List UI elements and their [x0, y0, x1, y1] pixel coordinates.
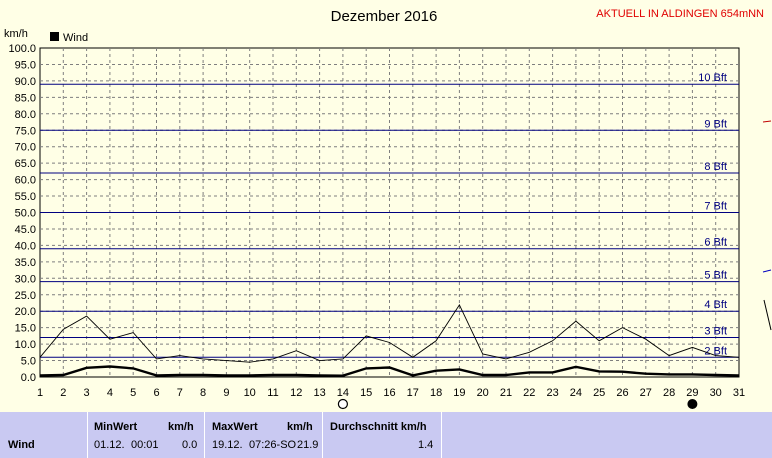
- x-tick-labels: 1 2 3 4 5 6 7 8 9 10 11 12 13 14 15 16 17 18 19 20 21 22 23 24 2…: [37, 387, 745, 399]
- station-label: AKTUELL IN ALDINGEN 654mNN: [596, 8, 764, 20]
- min-value: 0.0: [182, 439, 198, 451]
- x-tick-label: 16: [383, 387, 395, 399]
- y-tick-label: 80.0: [15, 109, 36, 121]
- x-tick-label: 31: [733, 387, 745, 399]
- y-tick-label: 75.0: [15, 125, 36, 137]
- x-tick-label: 2: [60, 387, 66, 399]
- y-tick-label: 25.0: [15, 290, 36, 302]
- x-tick-label: 12: [290, 387, 302, 399]
- x-tick-label: 15: [360, 387, 372, 399]
- x-tick-label: 13: [313, 387, 325, 399]
- side-strip: [762, 120, 772, 331]
- legend-label: Wind: [63, 32, 88, 44]
- beaufort-label: 3 Bft: [704, 326, 727, 338]
- y-tick-label: 50.0: [15, 208, 36, 220]
- y-tick-label: 40.0: [15, 240, 36, 252]
- y-tick-label: 60.0: [15, 175, 36, 187]
- beaufort-label: 8 Bft: [704, 161, 727, 173]
- stats-panel: Wind MinWert km/h 01.12. 00:01 0.0 MaxWe…: [0, 412, 772, 458]
- x-tick-label: 9: [223, 387, 229, 399]
- x-tick-label: 24: [570, 387, 582, 399]
- max-value: 21.9: [297, 439, 319, 451]
- y-tick-label: 35.0: [15, 257, 36, 269]
- x-tick-label: 17: [407, 387, 419, 399]
- x-tick-label: 25: [593, 387, 605, 399]
- y-tick-label: 10.0: [15, 339, 36, 351]
- beaufort-label: 5 Bft: [704, 270, 727, 282]
- x-tick-label: 21: [500, 387, 512, 399]
- max-unit: km/h: [287, 421, 313, 433]
- y-tick-label: 55.0: [15, 191, 36, 203]
- x-tick-label: 27: [640, 387, 652, 399]
- y-tick-label: 90.0: [15, 76, 36, 88]
- y-tick-label: 30.0: [15, 273, 36, 285]
- stats-max-cell: MaxWert km/h 19.12. 07:26-SO 21.9: [205, 412, 323, 458]
- x-tick-label: 26: [616, 387, 628, 399]
- x-tick-label: 8: [200, 387, 206, 399]
- beaufort-label: 6 Bft: [704, 237, 727, 249]
- min-date: 01.12.: [94, 439, 125, 451]
- x-tick-label: 18: [430, 387, 442, 399]
- x-tick-label: 3: [84, 387, 90, 399]
- chart-title: Dezember 2016: [331, 8, 438, 25]
- x-tick-label: 5: [130, 387, 136, 399]
- x-tick-label: 23: [546, 387, 558, 399]
- full-moon-icon: [337, 398, 348, 410]
- beaufort-label: 2 Bft: [704, 345, 727, 357]
- x-tick-label: 29: [686, 387, 698, 399]
- y-tick-label: 100.0: [8, 43, 36, 55]
- y-tick-label: 95.0: [15, 59, 36, 71]
- y-tick-label: 0.0: [21, 372, 36, 384]
- min-header: MinWert: [94, 421, 138, 433]
- stats-min-cell: MinWert km/h 01.12. 00:01 0.0: [88, 412, 205, 458]
- x-tick-label: 30: [710, 387, 722, 399]
- x-tick-label: 14: [337, 387, 349, 399]
- min-time: 00:01: [131, 439, 159, 451]
- beaufort-label: 10 Bft: [698, 72, 727, 84]
- x-tick-label: 10: [244, 387, 256, 399]
- y-tick-label: 45.0: [15, 224, 36, 236]
- stats-row-label-cell: Wind: [0, 412, 88, 458]
- beaufort-lines: 2 Bft 3 Bft 4 Bft 5 Bft 6 Bft 7 Bft 8 Bft 9 Bft…: [40, 72, 739, 358]
- x-tick-label: 11: [267, 387, 278, 399]
- wind-chart: Dezember 2016 AKTUELL IN ALDINGEN 654mNN…: [4, 8, 772, 410]
- moon-phases: [337, 398, 698, 410]
- x-tick-label: 4: [107, 387, 113, 399]
- legend-swatch: [50, 32, 59, 41]
- series-line-wind: [39, 365, 740, 377]
- avg-header: Durchschnitt km/h: [330, 421, 427, 433]
- x-tick-label: 1: [37, 387, 43, 399]
- max-date: 19.12.: [212, 439, 243, 451]
- x-tick-label: 22: [523, 387, 535, 399]
- new-moon-icon: [687, 399, 698, 409]
- y-tick-label: 70.0: [15, 142, 36, 154]
- series: [39, 303, 740, 377]
- avg-value: 1.4: [418, 439, 434, 451]
- x-tick-label: 20: [477, 387, 489, 399]
- max-time: 07:26-SO: [249, 439, 297, 451]
- stats-avg-cell: Durchschnitt km/h 1.4: [323, 412, 442, 458]
- y-tick-label: 65.0: [15, 158, 36, 170]
- max-header: MaxWert: [212, 421, 258, 433]
- x-tick-label: 6: [153, 387, 159, 399]
- stats-row-label: Wind: [8, 439, 35, 451]
- beaufort-label: 7 Bft: [704, 201, 727, 213]
- y-tick-label: 20.0: [15, 306, 36, 318]
- y-tick-label: 5.0: [21, 356, 36, 368]
- x-tick-label: 19: [453, 387, 465, 399]
- y-tick-label: 15.0: [15, 323, 36, 335]
- series-line-max: [39, 303, 740, 363]
- y-axis-unit: km/h: [4, 28, 28, 40]
- x-tick-label: 7: [177, 387, 183, 399]
- y-tick-label: 85.0: [15, 92, 36, 104]
- x-tick-label: 28: [663, 387, 675, 399]
- y-tick-labels: 0.0 5.0 10.0 15.0 20.0 25.0 30.0 35.0 40.0 45.0 50…: [8, 43, 36, 384]
- min-unit: km/h: [168, 421, 194, 433]
- beaufort-label: 4 Bft: [704, 299, 727, 311]
- beaufort-label: 9 Bft: [704, 118, 727, 130]
